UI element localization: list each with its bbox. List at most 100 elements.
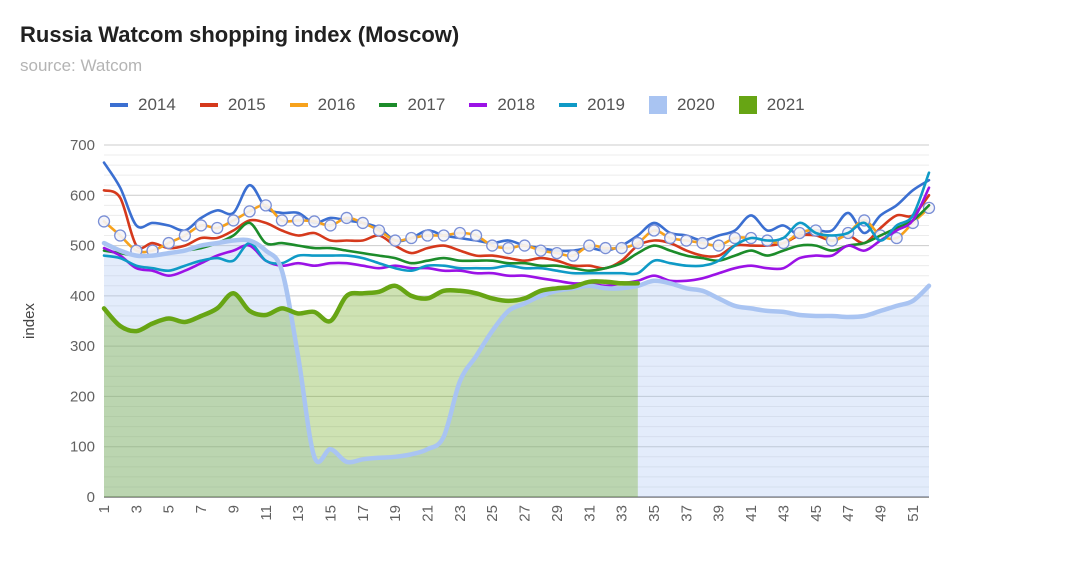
series-point-2016 <box>259 199 272 212</box>
y-tick-label: 500 <box>70 238 95 255</box>
legend-item-2017: 2017 <box>379 95 445 115</box>
y-tick-label: 400 <box>70 288 95 305</box>
x-tick-label: 15 <box>322 505 339 522</box>
series-point-2016 <box>372 224 386 237</box>
legend-swatch-2019 <box>559 103 578 107</box>
series-point-2016 <box>178 229 192 242</box>
legend-label-2017: 2017 <box>407 95 446 114</box>
x-tick-label: 45 <box>808 505 825 522</box>
legend-item-2018: 2018 <box>469 95 535 115</box>
legend-swatch-2018 <box>469 103 488 107</box>
legend-label-2014: 2014 <box>138 95 176 114</box>
series-point-2016 <box>647 224 661 237</box>
series-point-2016 <box>291 214 305 227</box>
y-tick-label: 200 <box>70 388 95 405</box>
series-point-2016 <box>502 241 515 255</box>
x-tick-label: 13 <box>290 505 307 522</box>
series-point-2016 <box>664 231 677 245</box>
x-tick-label: 11 <box>258 505 275 521</box>
series-point-2016 <box>194 219 208 232</box>
series-point-2016 <box>227 214 240 227</box>
chart-subtitle: source: Watcom <box>20 56 143 75</box>
series-point-2016 <box>453 226 467 240</box>
x-tick-label: 17 <box>355 505 372 522</box>
series-line-2017 <box>102 204 931 272</box>
series-point-2016 <box>211 221 224 235</box>
chart-title: Russia Watcom shopping index (Moscow) <box>20 22 460 47</box>
legend-swatch-2017 <box>379 103 398 107</box>
x-tick-label: 19 <box>387 505 404 522</box>
legend-label-2019: 2019 <box>587 95 625 114</box>
series-point-2016 <box>389 234 402 247</box>
legend-label-2016: 2016 <box>317 95 356 114</box>
series-point-2016 <box>162 236 175 250</box>
y-tick-label: 0 <box>87 489 95 506</box>
legend-swatch-2021 <box>738 96 757 114</box>
x-tick-label: 21 <box>420 505 437 522</box>
series-point-2016 <box>308 215 321 228</box>
x-tick-label: 41 <box>743 505 760 522</box>
legend-swatch-2020 <box>648 96 667 114</box>
series-line-2016 <box>102 203 931 258</box>
y-tick-label: 700 <box>70 137 95 154</box>
legend-swatch-2014 <box>110 103 128 107</box>
series-point-2016 <box>728 231 742 245</box>
series-point-2016 <box>486 239 499 252</box>
area-fill-2021 <box>104 281 638 497</box>
y-axis-title: index <box>21 303 38 339</box>
x-tick-label: 3 <box>128 505 145 513</box>
chart-legend: 2014 2015 2016 2017 2018 2019 2020 2021 <box>110 95 829 115</box>
series-point-2016 <box>114 229 127 242</box>
series-point-2016 <box>356 216 369 230</box>
x-tick-label: 27 <box>517 505 534 522</box>
series-point-2016 <box>793 226 806 240</box>
x-tick-label: 51 <box>905 505 922 522</box>
legend-label-2018: 2018 <box>497 95 536 114</box>
y-tick-label: 100 <box>70 439 95 456</box>
line-layer <box>97 161 936 465</box>
series-point-2016 <box>550 246 564 260</box>
legend-label-2015: 2015 <box>227 95 266 114</box>
series-point-2016 <box>518 239 531 252</box>
legend-label-2020: 2020 <box>676 95 715 114</box>
x-tick-label: 31 <box>581 505 598 522</box>
x-tick-label: 23 <box>452 505 469 522</box>
series-point-2016 <box>534 244 547 257</box>
series-line-2020 <box>101 237 932 465</box>
legend-item-2016: 2016 <box>289 95 356 115</box>
series-point-2016 <box>696 236 709 250</box>
series-point-2016 <box>324 219 337 232</box>
y-tick-label: 600 <box>70 187 95 204</box>
series-point-2016 <box>469 229 483 242</box>
x-tick-label: 25 <box>484 505 501 522</box>
x-tick-label: 35 <box>646 505 663 522</box>
series-point-2016 <box>583 239 596 252</box>
series-point-2016 <box>97 215 111 228</box>
series-point-2016 <box>680 234 693 247</box>
x-tick-label: 1 <box>96 505 113 513</box>
x-tick-label: 9 <box>225 505 242 513</box>
series-point-2016 <box>437 229 450 242</box>
series-point-2016 <box>712 239 725 252</box>
series-point-2016 <box>631 236 644 250</box>
series-point-2016 <box>615 241 628 255</box>
series-point-2016 <box>890 231 903 245</box>
area-layer <box>104 239 929 497</box>
y-tick-label: 300 <box>70 338 95 355</box>
x-tick-label: 33 <box>614 505 631 522</box>
series-point-2016 <box>421 229 434 242</box>
legend-item-2020: 2020 <box>648 95 715 115</box>
series-point-2016 <box>243 205 256 218</box>
series-point-2016 <box>275 214 289 227</box>
legend-label-2021: 2021 <box>766 95 805 114</box>
series-line-2019 <box>102 171 931 276</box>
series-point-2016 <box>340 211 353 225</box>
axis-layer: 0 100 200 300 400 500 600 700 1 3 5 7 9 11 13 15 17 19 21 2… <box>21 137 922 522</box>
series-line-2021 <box>101 279 641 334</box>
area-fill-2020 <box>104 239 929 497</box>
legend-swatch-2016 <box>289 103 308 107</box>
x-tick-label: 7 <box>193 505 210 513</box>
legend-item-2015: 2015 <box>199 95 266 115</box>
x-tick-label: 39 <box>711 505 728 522</box>
